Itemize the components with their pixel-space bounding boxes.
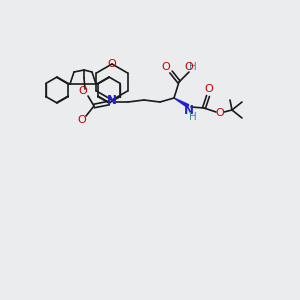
- Text: O: O: [78, 115, 86, 125]
- Text: O: O: [108, 59, 116, 69]
- Text: O: O: [216, 108, 224, 118]
- Text: H: H: [189, 62, 197, 72]
- Polygon shape: [174, 98, 189, 107]
- Text: O: O: [162, 62, 170, 72]
- Text: O: O: [79, 86, 87, 96]
- Text: N: N: [184, 104, 194, 118]
- Text: O: O: [205, 84, 213, 94]
- Text: H: H: [189, 112, 197, 122]
- Text: N: N: [107, 94, 117, 107]
- Text: O: O: [184, 62, 194, 72]
